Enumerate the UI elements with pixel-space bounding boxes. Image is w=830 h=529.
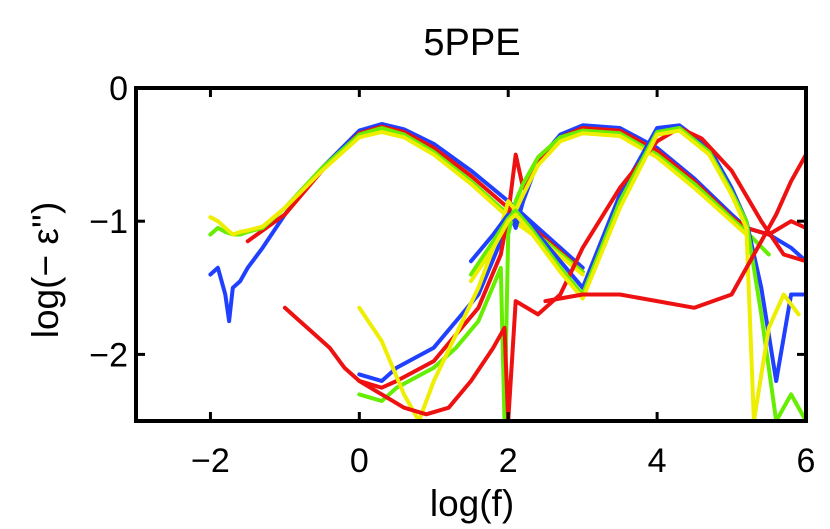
series-line-yellow-peak-low [208,130,585,277]
x-axis-label: log(f) [430,483,514,524]
x-tick-label: 2 [499,442,518,480]
series-line-green-peak-low [208,126,585,274]
axes-layer: −2 0 2 4 6 0 −1 −2 [89,70,815,480]
series-line-yellow-peak-high [469,128,801,421]
series-line-blue-peak-mid [357,123,806,383]
x-tick-label: 4 [648,442,667,480]
series-line-blue-peak-high [469,123,806,383]
series-layer [208,122,806,421]
y-tick-label: −2 [89,336,128,374]
series-line-green-peak-mid [357,128,771,421]
plot-frame [134,86,808,423]
y-tick-label: 0 [109,70,128,108]
series-line-red-peak-low [245,124,585,274]
x-tick-label: 6 [797,442,816,480]
series-line-red-peak-high [282,126,806,421]
x-tick-label: 0 [350,442,369,480]
series-line-red-peak-mid [357,126,806,390]
x-tick-label: −2 [191,442,230,480]
y-tick-label: −1 [89,203,128,241]
series-line-red-tail [543,152,806,310]
y-axis-label: log(− ε'') [25,202,66,339]
chart-title: 5PPE [423,22,520,64]
